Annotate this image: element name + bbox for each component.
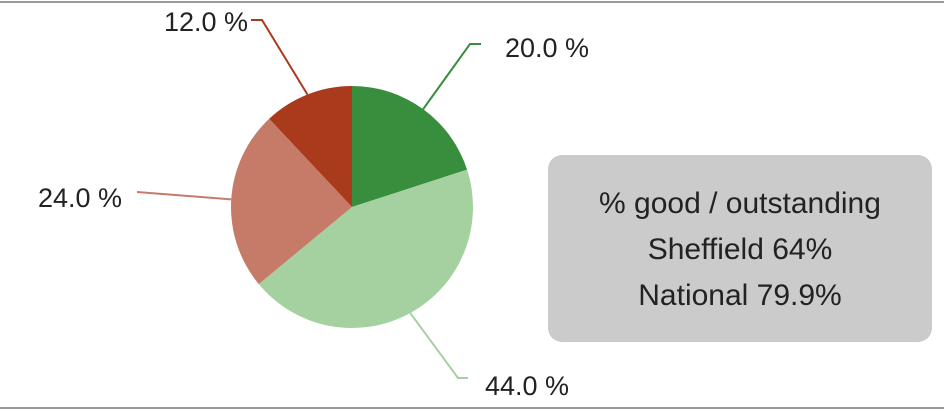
- pie-slice: [258, 169, 473, 329]
- leader-line: [422, 43, 481, 110]
- pie-slice: [269, 86, 352, 207]
- pie-slice: [352, 86, 468, 207]
- leader-line: [409, 312, 468, 379]
- leader-line: [251, 19, 309, 96]
- leader-line: [136, 191, 232, 201]
- value-label: 44.0 %: [485, 371, 569, 401]
- annotation-line: Sheffield 64%: [648, 233, 833, 266]
- annotation-line: National 79.9%: [638, 279, 841, 312]
- annotation-box: [548, 155, 932, 342]
- value-label: 12.0 %: [164, 7, 248, 37]
- value-label: 24.0 %: [38, 183, 122, 213]
- value-label: 20.0 %: [505, 33, 589, 63]
- pie-slice: [231, 118, 352, 285]
- annotation-line: % good / outstanding: [599, 187, 881, 220]
